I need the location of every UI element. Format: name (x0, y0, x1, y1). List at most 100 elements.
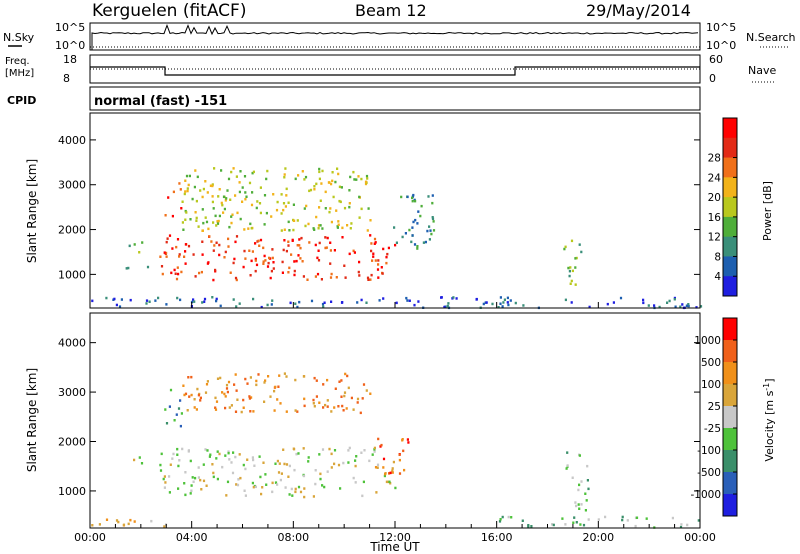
velocity-cell (401, 439, 404, 442)
velocity-cell (168, 491, 171, 494)
nave-label: Nave (748, 64, 776, 77)
power-cell (235, 305, 238, 308)
power-cell (272, 193, 275, 196)
power-cell (588, 305, 591, 309)
power-cell (187, 183, 190, 187)
velocity-cell (572, 521, 575, 524)
power-cell (298, 238, 301, 241)
velocity-cell (138, 456, 141, 459)
velocity-cell (297, 452, 300, 455)
power-cell (185, 174, 189, 178)
velocity-colorbar-tick-label: -25 (704, 423, 721, 435)
velocity-cell (389, 471, 392, 475)
velocity-cell (302, 447, 305, 450)
velocity-cell (697, 519, 700, 522)
power-cell (211, 200, 214, 204)
power-cell (201, 208, 204, 211)
velocity-cell (183, 482, 186, 485)
power-cell (220, 201, 223, 205)
power-cell (426, 229, 429, 233)
velocity-cell (575, 504, 578, 508)
power-cell (348, 252, 351, 256)
velocity-cell (294, 378, 297, 382)
cpid-mode: normal (fast) -151 (94, 94, 227, 109)
time-axis-label: Time UT (369, 540, 420, 554)
velocity-cell (173, 419, 176, 422)
power-cell (186, 189, 189, 193)
power-cell (179, 188, 182, 191)
velocity-cell (175, 413, 178, 416)
power-cell (699, 305, 703, 308)
power-cell (268, 256, 271, 260)
power-cell (570, 239, 574, 243)
power-cell (570, 279, 573, 283)
power-cell (309, 188, 313, 192)
power-cell (373, 242, 376, 245)
velocity-cell (380, 443, 383, 447)
velocity-cell (211, 463, 214, 466)
power-cell (157, 296, 160, 300)
power-cell (336, 225, 339, 228)
velocity-cell (244, 467, 247, 471)
power-cell (165, 303, 168, 306)
velocity-cell (224, 406, 227, 410)
power-cell (303, 207, 306, 210)
velocity-cell (252, 485, 255, 489)
sky-tick-left-bottom: 10^0 (55, 39, 85, 52)
velocity-cell (192, 480, 195, 483)
freq-label-2: [MHz] (5, 68, 34, 79)
velocity-cell (338, 380, 341, 383)
power-cell (373, 237, 377, 241)
velocity-cell (333, 406, 336, 409)
velocity-cell (343, 391, 347, 394)
power-cell (213, 167, 216, 170)
velocity-cell (236, 398, 239, 401)
velocity-cell (214, 396, 217, 400)
power-cell (215, 224, 218, 227)
power-cell (569, 282, 572, 285)
velocity-cell (235, 389, 238, 392)
velocity-cell (361, 494, 364, 498)
power-cell (266, 169, 269, 173)
power-cell (364, 180, 368, 184)
velocity-cell (382, 466, 385, 469)
velocity-cell (578, 507, 581, 510)
velocity-cell (499, 518, 502, 521)
power-cell (308, 241, 311, 244)
power-cell (287, 201, 290, 204)
velocity-cell (184, 493, 187, 497)
velocity-cell (226, 480, 230, 484)
velocity-colorbar-frame (722, 317, 738, 517)
power-colorbar-tick-label: 12 (708, 232, 721, 244)
power-cell (265, 177, 268, 181)
power-cell (146, 265, 150, 269)
velocity-cell (246, 458, 249, 461)
velocity-cell (363, 449, 366, 452)
power-cell (227, 177, 231, 181)
velocity-cell (574, 501, 577, 504)
power-cell (653, 304, 656, 307)
power-cell (257, 239, 260, 243)
power-cell (324, 207, 327, 210)
velocity-cell (169, 463, 172, 466)
power-cell (184, 190, 187, 193)
velocity-cell (679, 525, 683, 529)
velocity-cell (244, 377, 247, 381)
velocity-cell (313, 376, 316, 380)
power-cell (176, 266, 179, 269)
power-cell (412, 220, 415, 224)
velocity-cell (276, 483, 279, 486)
velocity-cell (373, 446, 376, 450)
freq-label-1: Freq. (5, 56, 30, 67)
power-cell (404, 232, 407, 235)
power-cell (298, 300, 301, 304)
power-cell (414, 218, 417, 222)
velocity-cell (361, 397, 364, 400)
power-cell (238, 302, 241, 305)
power-cell (227, 237, 230, 241)
velocity-cell (231, 471, 235, 475)
power-cell (171, 247, 174, 250)
velocity-cell (160, 452, 163, 456)
velocity-cell (177, 464, 180, 468)
power-cell (184, 250, 187, 253)
